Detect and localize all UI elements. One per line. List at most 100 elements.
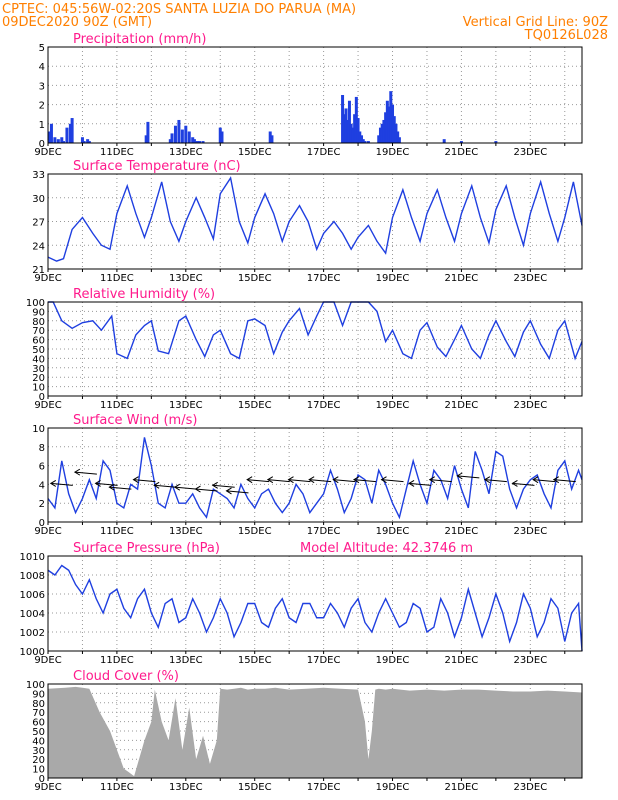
precip-bar — [180, 129, 184, 143]
panel-temp: Surface Temperature (nC) 21 24 27 30 33 9DEC 11… — [32, 159, 583, 284]
panel-frame — [47, 173, 583, 270]
precip-bar — [184, 125, 188, 143]
x-tick-label: 11DEC — [100, 147, 134, 158]
precip-bar — [394, 123, 398, 143]
precip-bar — [49, 123, 53, 143]
precip-bar — [353, 114, 357, 143]
wind-arrow-head — [73, 468, 81, 476]
precip-bar — [384, 112, 388, 143]
precip-bar — [191, 137, 195, 143]
x-tick-label: 15DEC — [238, 400, 272, 411]
wind-arrow-head — [332, 476, 339, 484]
x-tick-label: 17DEC — [307, 526, 341, 537]
wind-arrow-head — [408, 479, 415, 487]
precip-bar — [344, 108, 348, 143]
precip-bar — [68, 123, 72, 143]
precip-bar — [360, 135, 364, 143]
panel-rh: Relative Humidity (%) 0102030405060708090… — [26, 287, 583, 411]
wind-arrow — [194, 485, 218, 493]
wind-arrow-head — [153, 481, 160, 489]
wind-arrow-head — [108, 483, 115, 491]
series-line-pres — [47, 564, 583, 652]
precip-bar — [201, 141, 205, 143]
wind-arrow — [266, 476, 290, 484]
wind-arrow — [246, 476, 270, 484]
wind-arrow-shaft — [484, 479, 507, 483]
y-tick-label: 1000 — [20, 647, 45, 658]
precip-bar — [187, 131, 191, 143]
x-tick-label: 15DEC — [238, 782, 272, 793]
y-tick-label: 3 — [39, 81, 45, 92]
precip-bar — [86, 139, 90, 143]
x-tick-label: 9DEC — [34, 526, 61, 537]
y-tick-label: 4 — [39, 62, 45, 73]
wind-arrow — [73, 468, 97, 476]
precip-bar — [70, 118, 74, 143]
panel-title-precip: Precipitation (mm/h) — [73, 32, 206, 47]
series-line-temp — [47, 176, 583, 262]
wind-arrow-head — [532, 476, 539, 484]
x-tick-label: 17DEC — [307, 400, 341, 411]
precip-bar — [56, 139, 60, 143]
wind-arrow-head — [246, 476, 253, 484]
y-tick-label: 6 — [39, 462, 45, 473]
wind-arrow-shaft — [109, 486, 132, 490]
precip-bar — [170, 133, 174, 143]
x-tick-label: 15DEC — [238, 655, 272, 666]
y-tick-label: 0 — [39, 518, 45, 529]
wind-arrow — [456, 472, 480, 480]
x-tick-label: 15DEC — [238, 273, 272, 284]
y-tick-label: 2 — [39, 101, 45, 112]
panel-frame — [47, 555, 583, 652]
x-tick-label: 19DEC — [376, 526, 410, 537]
wind-arrow-shaft — [154, 484, 177, 488]
wind-arrow — [287, 476, 311, 484]
cloud-area — [48, 686, 582, 778]
precip-bar — [218, 127, 222, 143]
x-tick-label: 9DEC — [34, 147, 61, 158]
y-tick-label: 0 — [39, 392, 45, 403]
wind-arrow — [173, 483, 197, 491]
x-tick-label: 11DEC — [100, 655, 134, 666]
y-tick-label: 10 — [32, 765, 45, 776]
x-tick-label: 21DEC — [445, 147, 479, 158]
wind-arrow-head — [225, 487, 232, 495]
x-tick-label: 9DEC — [34, 655, 61, 666]
wind-arrow — [94, 479, 118, 487]
precip-bar — [361, 139, 365, 143]
x-tick-label: 13DEC — [169, 782, 203, 793]
x-tick-label: 9DEC — [34, 273, 61, 284]
x-tick-label: 11DEC — [100, 273, 134, 284]
x-tick-label: 21DEC — [445, 782, 479, 793]
wind-arrow-shaft — [212, 484, 235, 488]
wind-arrow-shaft — [195, 488, 218, 492]
precip-bar — [342, 114, 346, 143]
precip-bar — [60, 137, 64, 143]
wind-arrow — [483, 476, 507, 484]
precip-bar — [391, 104, 395, 143]
y-tick-label: 30 — [32, 194, 45, 205]
y-tick-label: 40 — [32, 736, 45, 747]
y-tick-label: 30 — [32, 746, 45, 757]
panel-annotation-pres: Model Altitude: 42.3746 m — [300, 541, 473, 556]
precip-bar — [268, 131, 272, 143]
wind-arrow — [352, 476, 377, 484]
wind-arrow-shaft — [267, 479, 290, 483]
precip-bar — [377, 135, 381, 143]
wind-arrow-shaft — [95, 482, 118, 486]
y-tick-label: 60 — [32, 718, 45, 729]
panel-precip: Precipitation (mm/h) 0 1 2 3 4 5 9DEC 11DEC 13DEC… — [34, 32, 583, 158]
precip-bar — [385, 100, 389, 143]
wind-arrow — [532, 476, 556, 484]
y-tick-label: 1002 — [20, 628, 45, 639]
precip-bar — [366, 141, 370, 143]
precip-bar — [380, 123, 384, 143]
wind-arrow — [408, 479, 432, 487]
precip-bar — [392, 116, 396, 143]
wind-arrow-shaft — [50, 482, 73, 486]
header-model-id: TQ0126L028 — [524, 28, 608, 43]
wind-arrow-head — [211, 481, 218, 489]
wind-arrow — [153, 481, 177, 489]
